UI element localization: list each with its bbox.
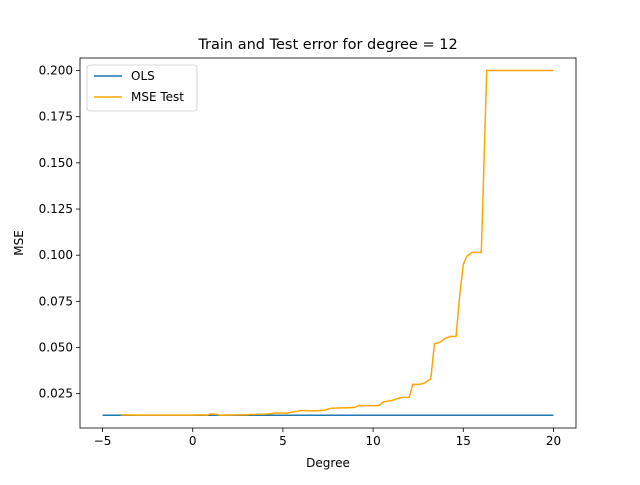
y-tick-label: 0.075 <box>39 294 73 308</box>
y-axis-label: MSE <box>12 230 26 256</box>
axes-frame <box>79 57 577 429</box>
legend: OLS MSE Test <box>86 64 198 112</box>
y-tick-label: 0.200 <box>39 64 73 78</box>
series-line-mse-test <box>120 69 554 416</box>
chart-title: Train and Test error for degree = 12 <box>197 37 457 53</box>
x-tick-label: 15 <box>456 434 471 448</box>
y-tick-label: 0.175 <box>39 110 73 124</box>
x-axis-label: Degree <box>306 456 350 470</box>
plot-area <box>102 69 554 417</box>
legend-label-ols: OLS <box>131 69 155 83</box>
x-tick-label: 5 <box>279 434 287 448</box>
x-tick-label: 10 <box>365 434 380 448</box>
y-axis: 0.025 0.050 0.075 0.100 0.125 0.150 0.175 0.200 <box>39 64 80 401</box>
x-tick-label: 20 <box>546 434 561 448</box>
y-tick-label: 0.025 <box>39 387 73 401</box>
y-tick-label: 0.100 <box>39 248 73 262</box>
x-tick-label: 0 <box>189 434 197 448</box>
y-tick-label: 0.050 <box>39 341 73 355</box>
x-tick-label: −5 <box>94 434 112 448</box>
legend-label-mse-test: MSE Test <box>131 90 184 104</box>
y-tick-label: 0.125 <box>39 202 73 216</box>
y-tick-label: 0.150 <box>39 156 73 170</box>
x-axis: −5 0 5 10 15 20 <box>94 428 561 448</box>
